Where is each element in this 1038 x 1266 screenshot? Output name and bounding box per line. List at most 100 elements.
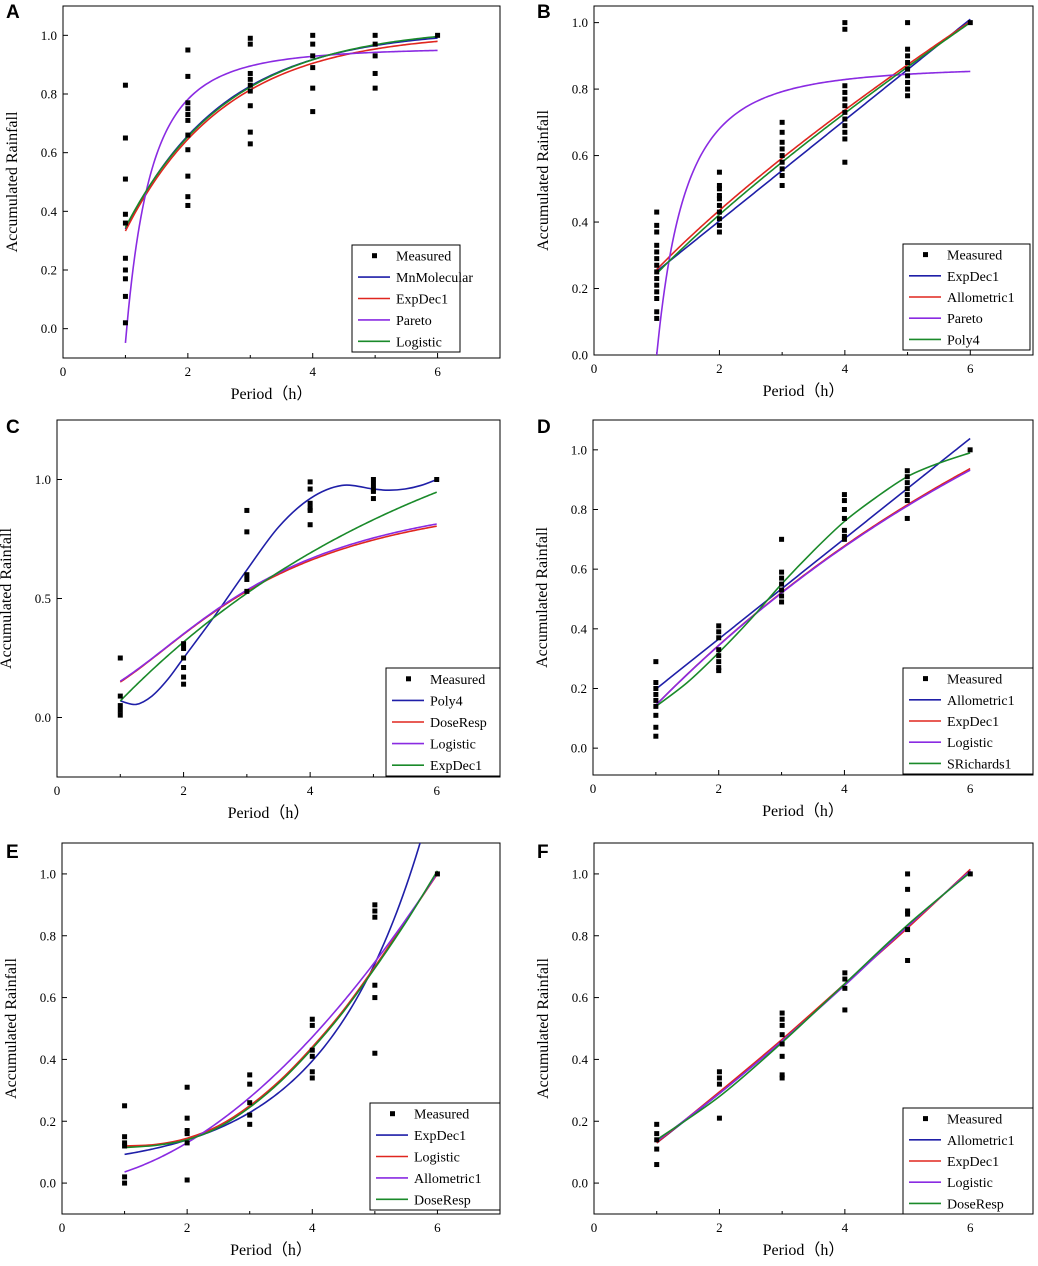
measured-point — [905, 20, 911, 26]
legend: Measured ExpDec1 Allometric1 Pareto Poly4 — [902, 243, 1031, 351]
y-axis-title: Accumulated Rainfall — [534, 527, 551, 668]
legend: Measured Allometric1 ExpDec1 Logistic SRicha… — [902, 667, 1034, 775]
measured-point — [122, 1134, 128, 1140]
measured-point — [181, 641, 187, 647]
legend-label: Measured — [430, 673, 485, 688]
measured-point — [779, 173, 785, 179]
y-tick-label: 0.4 — [572, 1052, 589, 1067]
y-tick-label: 0.5 — [35, 591, 51, 606]
measured-point — [117, 703, 123, 709]
y-axis-title: Accumulated Rainfall — [4, 111, 21, 252]
measured-point — [247, 1112, 253, 1118]
y-tick-label: 0.0 — [571, 741, 587, 756]
measured-point — [122, 1174, 128, 1180]
series-line-expdec1 — [119, 491, 438, 702]
y-axis-title: Accumulated Rainfall — [3, 958, 20, 1099]
series-line-expdec1 — [124, 40, 438, 232]
x-tick-label: 0 — [590, 781, 597, 796]
measured-point — [247, 41, 253, 47]
y-tick-label: 0.8 — [572, 82, 588, 97]
legend-label: ExpDec1 — [396, 293, 448, 308]
measured-point — [842, 83, 848, 89]
legend-label: Measured — [947, 673, 1002, 688]
y-tick-label: 0.4 — [572, 215, 589, 230]
x-tick-label: 0 — [591, 361, 598, 376]
measured-point — [117, 712, 123, 718]
measured-point — [184, 1128, 190, 1134]
measured-point — [904, 486, 910, 492]
x-tick-label: 6 — [434, 1220, 441, 1235]
series-line-expdec1 — [656, 18, 971, 272]
measured-point — [779, 593, 785, 599]
measured-point — [247, 70, 253, 76]
measured-point — [654, 242, 660, 248]
measured-point — [185, 194, 191, 200]
measured-point — [653, 697, 659, 703]
measured-point — [372, 53, 378, 59]
panel-d: D 0 2 4 6 0.0 0.2 0.4 0.6 0.8 1.0 Period（h） Accumula… — [534, 417, 1034, 820]
measured-point — [434, 871, 440, 877]
measured-point — [117, 693, 123, 699]
measured-point — [370, 496, 376, 502]
measured-point — [716, 1081, 722, 1087]
measured-point — [122, 1103, 128, 1109]
y-tick-label: 0.2 — [572, 281, 588, 296]
x-tick-label: 2 — [716, 1220, 723, 1235]
measured-point — [122, 276, 128, 282]
measured-point — [372, 85, 378, 91]
measured-point — [244, 529, 250, 535]
measured-point — [654, 222, 660, 228]
y-tick-label: 1.0 — [572, 866, 588, 881]
legend-marker-measured — [372, 253, 377, 259]
measured-point — [716, 186, 722, 192]
measured-point — [654, 269, 660, 275]
measured-point — [185, 147, 191, 153]
x-tick-label: 2 — [715, 781, 722, 796]
measured-point — [372, 41, 378, 47]
measured-point — [370, 477, 376, 482]
measured-point — [779, 1022, 785, 1028]
y-tick-label: 0.0 — [572, 1176, 588, 1191]
measured-point — [905, 93, 911, 99]
measured-point — [309, 1069, 315, 1075]
measured-point — [434, 477, 440, 482]
measured-point — [247, 103, 253, 109]
series-line-expdec1 — [656, 868, 971, 1144]
measured-point — [247, 1072, 253, 1078]
measured-point — [842, 116, 848, 122]
measured-point — [841, 492, 847, 498]
measured-point — [904, 515, 910, 521]
measured-point — [653, 685, 659, 691]
measured-point — [247, 1121, 253, 1127]
measured-point — [372, 982, 378, 988]
measured-point — [842, 89, 848, 95]
panel-e: E 0 2 4 6 0.0 0.2 0.4 0.6 0.8 1.0 Period（h） Accumula… — [3, 842, 501, 1259]
legend-label: DoseResp — [430, 716, 487, 731]
measured-point — [842, 96, 848, 102]
measured-point — [967, 447, 973, 453]
legend-marker-measured — [923, 676, 928, 682]
x-tick-label: 4 — [841, 781, 848, 796]
x-tick-label: 0 — [60, 364, 67, 379]
measured-point — [653, 733, 659, 739]
measured-point — [716, 653, 722, 659]
measured-point — [653, 659, 659, 665]
measured-point — [307, 507, 313, 513]
y-tick-label: 0.6 — [571, 562, 588, 577]
x-axis-title: Period（h） — [762, 802, 844, 820]
axes-frame — [62, 5, 501, 359]
measured-point — [372, 32, 378, 38]
panel-letter: F — [537, 842, 549, 863]
measured-point — [779, 1072, 785, 1078]
panel-b: B 0 2 4 6 0.0 0.2 0.4 0.6 0.8 1.0 Period（h） Accumula… — [535, 2, 1034, 400]
y-tick-label: 0.4 — [41, 204, 58, 219]
measured-point — [716, 1115, 722, 1121]
measured-point — [117, 707, 123, 713]
measured-point — [716, 209, 722, 215]
x-tick-label: 2 — [184, 1220, 191, 1235]
legend-label: Logistic — [414, 1151, 460, 1166]
measured-point — [841, 515, 847, 521]
measured-point — [842, 109, 848, 115]
axes-frame — [592, 419, 1034, 776]
series-line-mnmolecular — [124, 37, 438, 230]
